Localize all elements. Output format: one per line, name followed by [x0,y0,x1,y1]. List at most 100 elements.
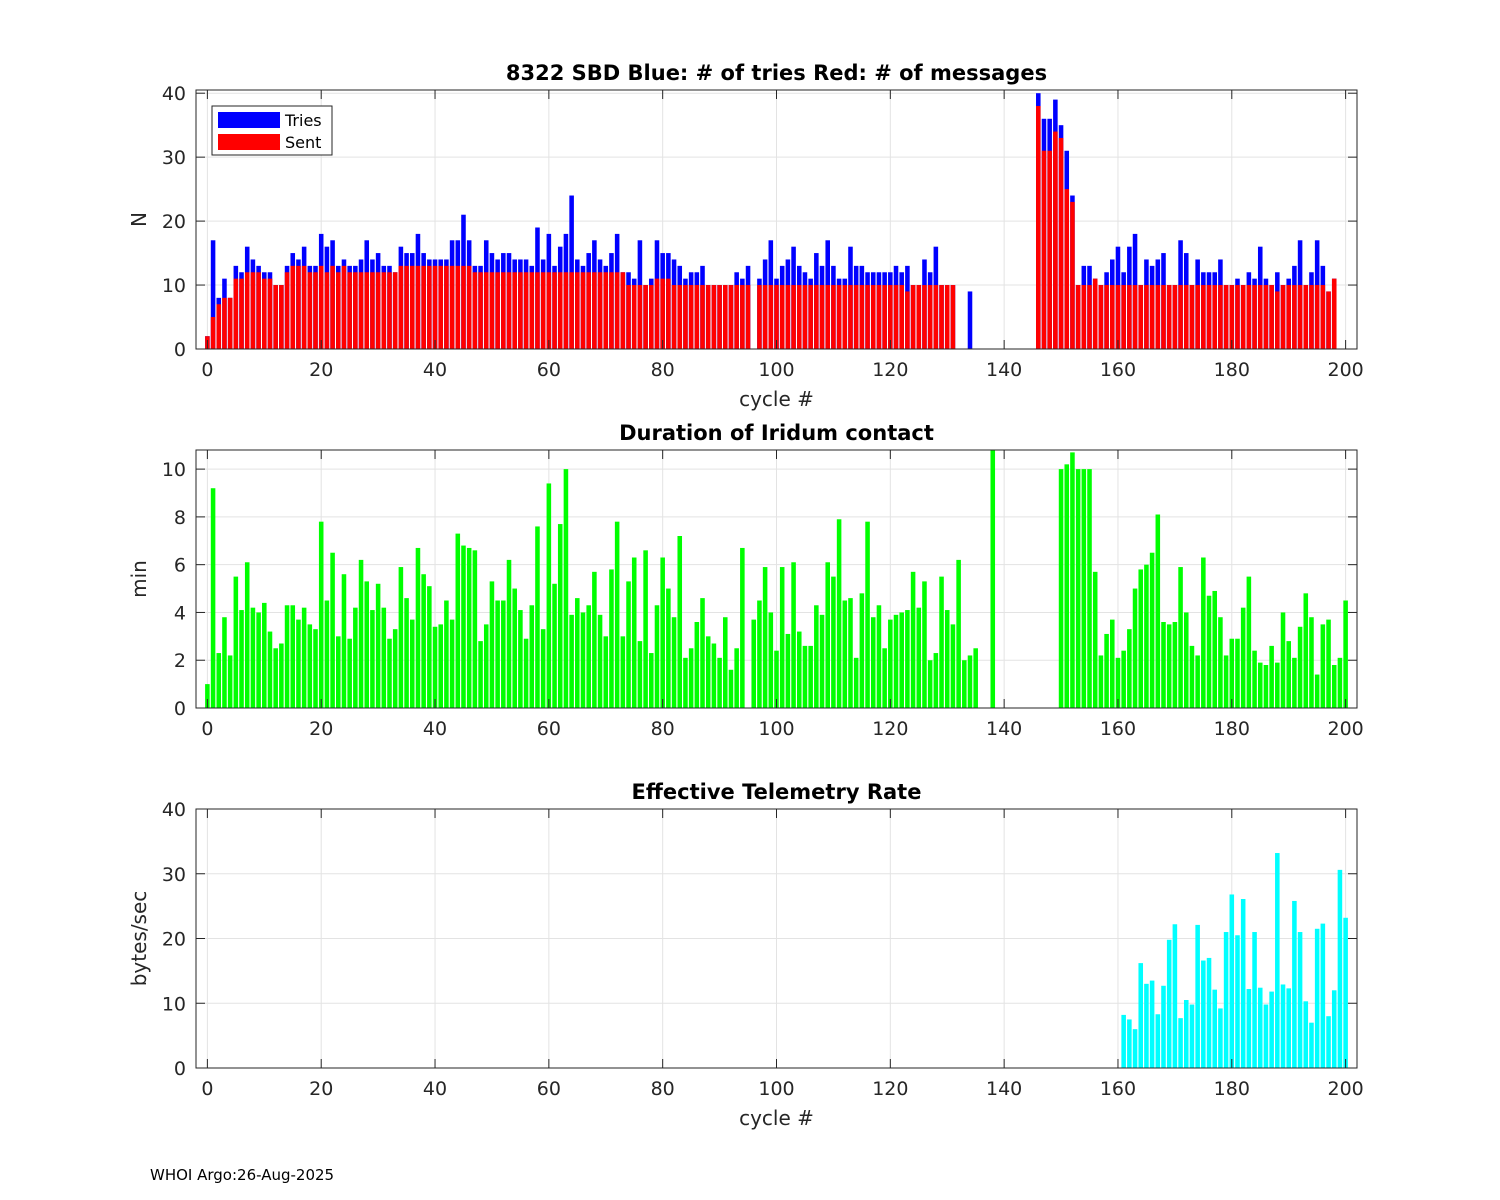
bar [1161,985,1166,1068]
bar [267,631,273,708]
x-tick-label: 20 [309,718,333,740]
bar-sent [933,285,939,349]
bar [1149,552,1155,708]
bar [472,550,478,708]
bar-sent [609,272,614,349]
x-tick-label: 100 [758,359,794,381]
bar [256,612,261,708]
bar [899,612,904,708]
x-tick-label: 0 [201,359,213,381]
bar-sent [387,272,392,349]
bar [683,657,688,708]
bar-sent [421,265,426,349]
bar-sent [927,285,933,349]
y-axis-label: bytes/sec [127,891,151,987]
bar-sent [1087,285,1092,349]
x-axis-label: cycle # [739,387,814,411]
bar [1257,987,1263,1068]
bar-sent [495,272,500,349]
bar [1263,1004,1269,1068]
bar [666,588,671,708]
bar-sent [848,285,853,349]
bar-sent [552,272,557,349]
bar [723,617,728,708]
bar [233,576,239,708]
bar-sent [888,285,893,349]
bar-sent [757,285,762,349]
bar-sent [740,285,745,349]
bar-sent [1127,285,1132,349]
y-tick-label: 10 [162,275,186,297]
bar [239,610,244,708]
bar-sent [671,285,677,349]
bar-sent [449,265,455,349]
bar [1292,657,1297,708]
bar-sent [381,272,387,349]
bar [1070,452,1075,708]
bar [1320,923,1326,1068]
bar-sent [273,285,278,349]
bar [1092,571,1098,708]
bar [1166,939,1172,1068]
bar-sent [267,278,273,349]
bar [751,619,757,708]
bar-sent [660,278,665,349]
bar [1206,595,1212,708]
bar [876,605,882,708]
bar [1144,983,1149,1068]
bar-sent [501,272,506,349]
bar-sent [1132,285,1138,349]
bar-sent [1240,285,1246,349]
bar [643,550,648,708]
bar-sent [688,285,694,349]
bar-sent [1314,285,1320,349]
bar-sent [870,285,876,349]
bar-sent [796,285,802,349]
bar-sent [916,285,922,349]
bar-sent [290,265,296,349]
bar [1144,564,1149,708]
bar-sent [358,272,364,349]
bar-sent [768,285,774,349]
y-tick-label: 6 [174,555,186,577]
bar-sent [1280,285,1286,349]
bar-sent [1257,285,1263,349]
bar [1127,1019,1132,1068]
bar-sent [1070,201,1075,349]
bar-sent [222,297,227,349]
bar-sent [307,272,313,349]
bar [922,581,927,708]
bar-sent [540,272,546,349]
y-axis-label: min [127,560,151,598]
y-tick-label: 2 [174,650,186,672]
y-tick-label: 20 [162,211,186,233]
y-tick-label: 0 [174,1058,186,1080]
ticks: 0 20 40 60 80 100 120 140 160 180 200 0 10 20 30 40 [162,799,1364,1100]
bar-sent [1218,285,1223,349]
bar-sent [791,285,796,349]
bar-sent [882,285,887,349]
bar [1297,932,1303,1068]
y-tick-label: 10 [162,459,186,481]
bar [933,653,939,708]
bar-sent [1138,285,1144,349]
bar [700,598,705,708]
bar [546,483,552,708]
y-tick-label: 8 [174,507,186,529]
bar-sent [546,272,552,349]
bar-sent [649,285,654,349]
legend-label-sent: Sent [285,133,321,152]
bar [774,650,779,708]
x-tick-label: 180 [1214,1078,1250,1100]
bar [603,636,609,708]
bar [1081,469,1087,708]
bar [1246,989,1252,1068]
bar-sent [950,285,956,349]
bar-sent [637,285,643,349]
bar [1166,624,1172,708]
bar [592,571,597,708]
bar [1320,624,1326,708]
bar-sent [575,272,580,349]
bar [575,598,580,708]
bar [808,645,813,708]
